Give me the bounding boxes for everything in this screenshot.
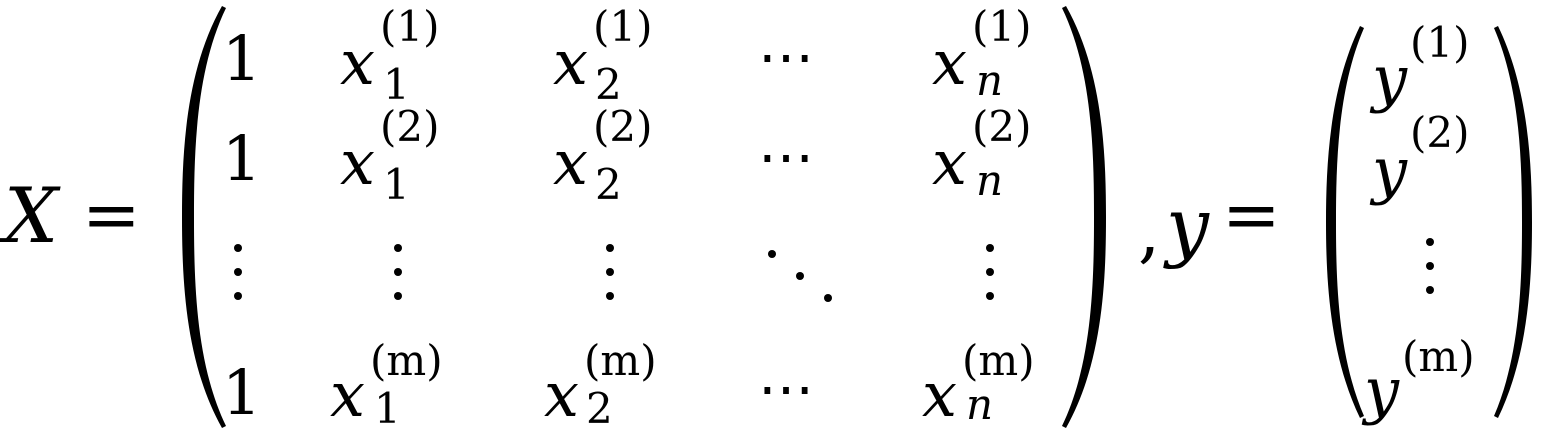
subscript: 1 bbox=[383, 60, 410, 109]
var-x: x bbox=[553, 26, 588, 99]
subscript: 1 bbox=[383, 160, 410, 209]
matrix-cell: 1 bbox=[222, 356, 262, 429]
superscript: (1) bbox=[593, 2, 653, 51]
matrix-cell-x: x bbox=[544, 364, 579, 426]
matrix-cell: 1 bbox=[222, 22, 262, 95]
superscript: (1) bbox=[972, 2, 1032, 51]
matrix-cell-x: x bbox=[553, 132, 588, 194]
vector-cell-y: y bbox=[1364, 354, 1400, 427]
comma: , bbox=[1138, 190, 1161, 272]
var-x: x bbox=[922, 358, 957, 431]
var-x: x bbox=[544, 358, 579, 431]
horizontal-ellipsis: ⋯ bbox=[758, 25, 820, 90]
matrix-cell-x: x bbox=[922, 364, 957, 426]
vertical-ellipsis bbox=[394, 244, 404, 304]
vector-cell-y: y bbox=[1372, 134, 1408, 207]
subscript: 1 bbox=[374, 384, 401, 433]
var-x: x bbox=[340, 26, 375, 99]
superscript: (m) bbox=[370, 336, 443, 385]
superscript: (m) bbox=[1402, 332, 1475, 381]
vector-cell-y: y bbox=[1372, 42, 1408, 115]
matrix-cell-x: x bbox=[932, 32, 967, 94]
vertical-ellipsis bbox=[234, 244, 244, 304]
superscript: (1) bbox=[1410, 18, 1470, 67]
matrix-name-x: X bbox=[4, 171, 59, 260]
matrix-cell-x: x bbox=[340, 32, 375, 94]
matrix-cell-x: x bbox=[330, 364, 365, 426]
subscript: 2 bbox=[595, 60, 622, 109]
vertical-ellipsis bbox=[1426, 238, 1436, 298]
superscript: (2) bbox=[593, 102, 653, 151]
var-x: x bbox=[932, 126, 967, 199]
var-x: x bbox=[932, 26, 967, 99]
matrix-cell: 1 bbox=[222, 122, 262, 195]
matrix-cell-x: x bbox=[932, 132, 967, 194]
superscript: (1) bbox=[380, 2, 440, 51]
var-x: x bbox=[340, 126, 375, 199]
subscript: n bbox=[976, 156, 1004, 205]
matrix-cell-x: x bbox=[553, 32, 588, 94]
vertical-ellipsis bbox=[986, 244, 996, 304]
subscript: n bbox=[976, 56, 1004, 105]
subscript: 2 bbox=[586, 384, 613, 433]
superscript: (m) bbox=[962, 336, 1035, 385]
var-x: x bbox=[553, 126, 588, 199]
superscript: (2) bbox=[380, 102, 440, 151]
equals-sign: = bbox=[1222, 174, 1281, 256]
equals-sign: = bbox=[82, 174, 141, 256]
matrix-cell-x: x bbox=[340, 132, 375, 194]
superscript: (m) bbox=[584, 336, 657, 385]
horizontal-ellipsis: ⋯ bbox=[758, 357, 820, 422]
superscript: (2) bbox=[1410, 108, 1470, 157]
superscript: (2) bbox=[972, 102, 1032, 151]
var-x: x bbox=[330, 358, 365, 431]
horizontal-ellipsis: ⋯ bbox=[758, 125, 820, 190]
vector-name-y: y bbox=[1166, 181, 1209, 270]
vertical-ellipsis bbox=[606, 244, 616, 304]
subscript: 2 bbox=[595, 160, 622, 209]
subscript: n bbox=[966, 380, 994, 429]
